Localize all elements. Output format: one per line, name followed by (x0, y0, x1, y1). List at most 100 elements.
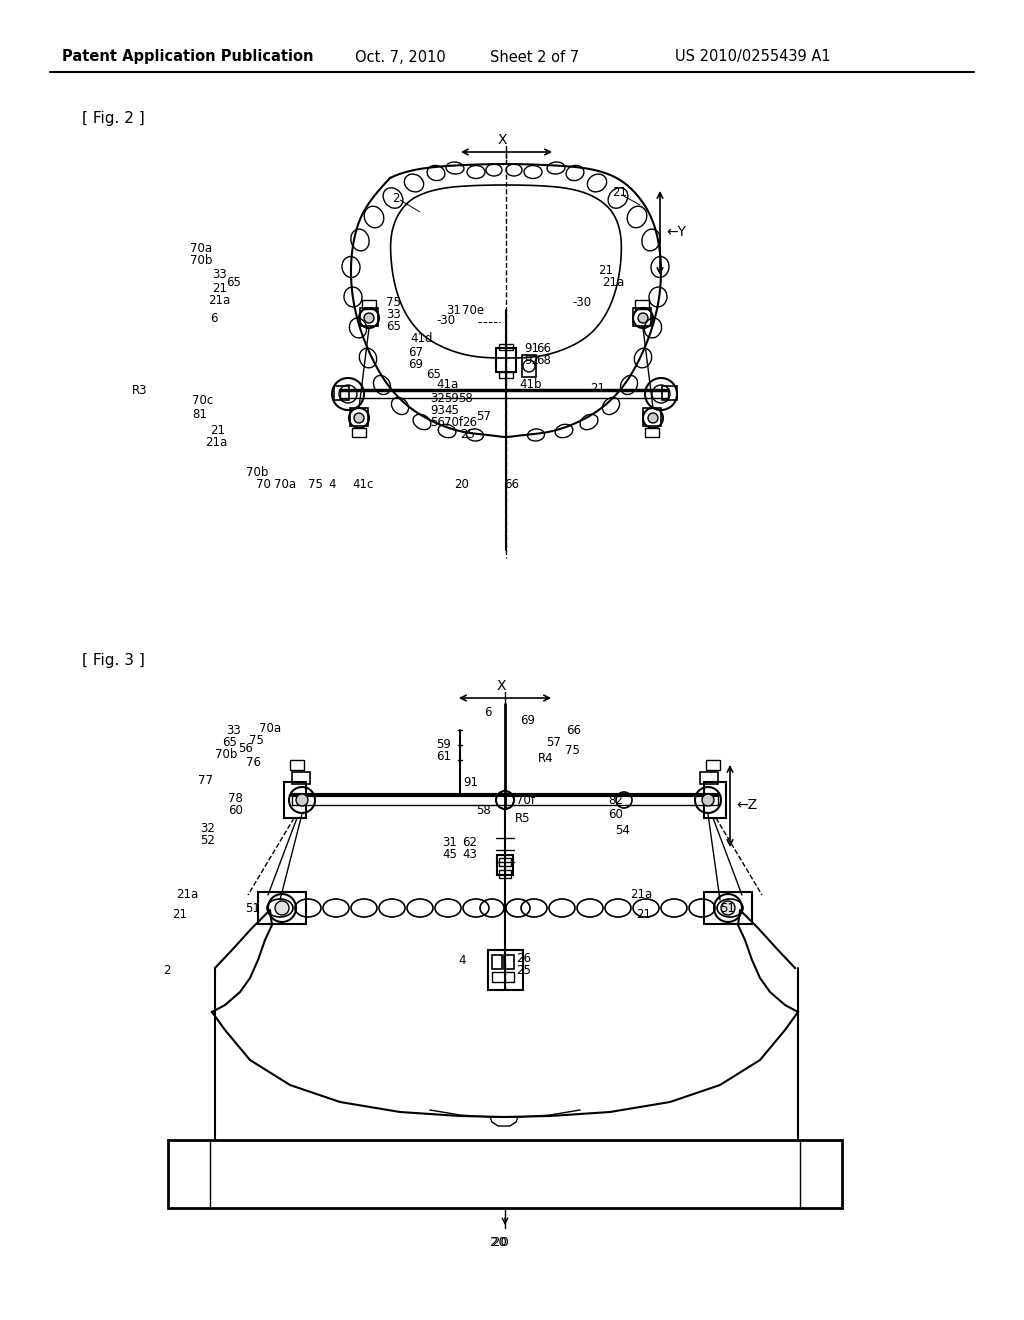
Bar (705, 892, 752, 924)
Text: Sheet 2 of 7: Sheet 2 of 7 (490, 49, 580, 65)
Text: 70a: 70a (259, 722, 282, 734)
Text: ←Y: ←Y (666, 224, 686, 239)
Text: 66: 66 (504, 478, 519, 491)
Text: 4: 4 (328, 478, 336, 491)
Text: 54: 54 (615, 824, 630, 837)
Text: 82: 82 (608, 793, 623, 807)
Bar (706, 760, 720, 770)
Text: [ Fig. 2 ]: [ Fig. 2 ] (82, 111, 144, 125)
Text: 26: 26 (516, 952, 531, 965)
Text: 41b: 41b (519, 379, 542, 392)
Text: Patent Application Publication: Patent Application Publication (62, 49, 313, 65)
Bar (360, 308, 378, 326)
Text: 21: 21 (212, 281, 227, 294)
Circle shape (354, 413, 364, 422)
Text: 67: 67 (408, 346, 423, 359)
Circle shape (364, 313, 374, 323)
Bar (284, 781, 306, 818)
Bar (499, 858, 511, 866)
Bar (492, 972, 514, 982)
Text: 32: 32 (200, 821, 215, 834)
Text: US 2010/0255439 A1: US 2010/0255439 A1 (675, 49, 830, 65)
Bar (350, 408, 368, 426)
Text: 21a: 21a (205, 437, 227, 450)
Text: 45: 45 (444, 404, 459, 417)
Text: 51: 51 (246, 902, 260, 915)
Text: 41c: 41c (352, 478, 374, 491)
Text: 21a: 21a (602, 276, 625, 289)
Bar (700, 772, 718, 784)
Bar (258, 892, 306, 924)
Text: 68: 68 (536, 354, 551, 367)
Text: 70b: 70b (215, 748, 238, 762)
Text: 26: 26 (462, 416, 477, 429)
Text: 33: 33 (226, 723, 241, 737)
Text: 59: 59 (444, 392, 459, 404)
Text: 81: 81 (193, 408, 207, 421)
Text: 60: 60 (608, 808, 623, 821)
Text: 75: 75 (249, 734, 264, 747)
Text: 56: 56 (238, 742, 253, 755)
Text: 32: 32 (430, 392, 444, 404)
Text: 6: 6 (210, 312, 217, 325)
Text: 33: 33 (212, 268, 226, 281)
Text: 59: 59 (436, 738, 451, 751)
Bar (496, 348, 516, 372)
Circle shape (648, 413, 658, 422)
Bar (497, 855, 513, 875)
Bar (168, 1140, 842, 1208)
Text: 52: 52 (200, 833, 215, 846)
Bar (499, 372, 513, 378)
Text: ←Z: ←Z (736, 799, 757, 812)
Text: 70b: 70b (246, 466, 268, 479)
Text: 6: 6 (484, 705, 492, 718)
Text: 56: 56 (430, 416, 444, 429)
Text: 45: 45 (442, 847, 457, 861)
Text: 66: 66 (536, 342, 551, 355)
Text: 21: 21 (590, 381, 605, 395)
Text: 70a: 70a (190, 242, 212, 255)
Text: 51: 51 (720, 902, 735, 915)
Text: 70f: 70f (444, 416, 463, 429)
Text: 70a: 70a (274, 478, 296, 491)
Text: 70: 70 (256, 478, 271, 491)
Text: R3: R3 (132, 384, 147, 396)
Text: 21: 21 (172, 908, 187, 921)
Bar (662, 385, 677, 400)
Text: R5: R5 (515, 812, 530, 825)
Bar (499, 870, 511, 878)
Text: R4: R4 (538, 751, 554, 764)
Text: 70f: 70f (516, 793, 535, 807)
Text: 65: 65 (426, 367, 441, 380)
Bar (633, 308, 651, 326)
Text: 66: 66 (566, 723, 581, 737)
Bar (504, 954, 514, 969)
Text: 41d: 41d (410, 331, 432, 345)
Text: 21a: 21a (176, 888, 199, 902)
Text: 20: 20 (489, 1236, 507, 1249)
Text: 2: 2 (163, 964, 171, 977)
Text: 20: 20 (492, 1236, 509, 1249)
Text: 31: 31 (446, 304, 461, 317)
Text: 2: 2 (392, 191, 399, 205)
Text: 91: 91 (463, 776, 478, 789)
Text: 33: 33 (386, 308, 400, 321)
Text: -30: -30 (572, 296, 591, 309)
Text: 75: 75 (565, 743, 580, 756)
Bar (705, 781, 726, 818)
Bar (488, 950, 523, 990)
Text: 57: 57 (476, 409, 490, 422)
Bar (352, 428, 366, 437)
Text: 21: 21 (612, 186, 627, 199)
Text: 62: 62 (462, 836, 477, 849)
Text: 21a: 21a (630, 888, 652, 902)
Text: 20: 20 (454, 478, 469, 491)
Text: 65: 65 (226, 276, 241, 289)
Text: 25: 25 (516, 964, 530, 977)
Circle shape (702, 795, 714, 807)
Text: 21: 21 (636, 908, 651, 921)
Circle shape (275, 902, 289, 915)
Text: 21a: 21a (208, 293, 230, 306)
Bar (334, 385, 349, 400)
Text: 58: 58 (476, 804, 490, 817)
